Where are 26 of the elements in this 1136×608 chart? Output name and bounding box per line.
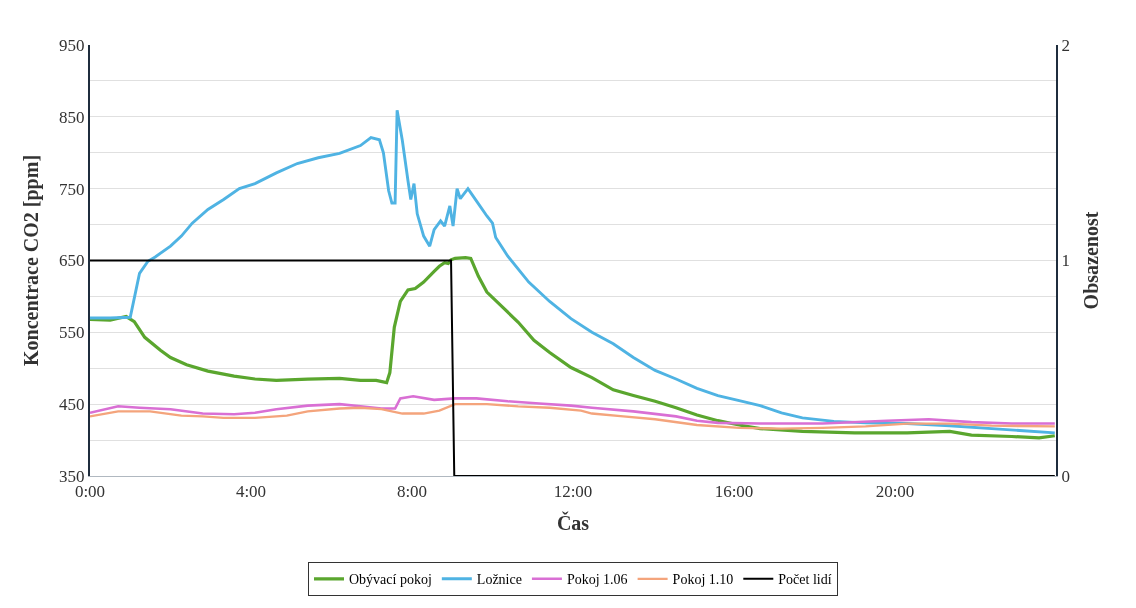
legend-label: Pokoj 1.06 — [566, 572, 628, 588]
x-tick-label: 12:00 — [553, 482, 593, 502]
y-axis-title: Koncentrace CO2 [ppm] — [20, 154, 44, 367]
y2-tick-label: 1 — [1061, 251, 1070, 271]
line-series — [90, 256, 1056, 440]
y-tick-label: 650 — [59, 251, 85, 271]
x-tick-label: 4:00 — [235, 482, 267, 502]
x-axis-title: Čas — [556, 510, 590, 534]
y-tick-label: 950 — [59, 35, 85, 55]
y2-axis-title: Obsazenost — [1079, 211, 1102, 310]
line-series — [90, 394, 1056, 425]
y-tick-label: 850 — [59, 107, 85, 127]
y-tick-label: 450 — [59, 395, 85, 415]
x-tick-label: 8:00 — [396, 482, 428, 502]
line-series — [90, 403, 1056, 430]
x-tick-label: 16:00 — [714, 482, 754, 502]
legend-label: Počet lidí — [778, 572, 832, 588]
line-series — [90, 108, 1056, 435]
y2-tick-label: 0 — [1061, 466, 1070, 486]
legend-label: Pokoj 1.10 — [672, 572, 734, 588]
legend-label: Ložnice — [476, 572, 522, 588]
legend-label: Obývací pokoj — [349, 572, 432, 588]
x-tick-label: 20:00 — [875, 482, 915, 502]
y2-tick-label: 2 — [1061, 35, 1070, 55]
y-tick-label: 750 — [59, 179, 85, 199]
y-tick-label: 550 — [59, 323, 85, 343]
